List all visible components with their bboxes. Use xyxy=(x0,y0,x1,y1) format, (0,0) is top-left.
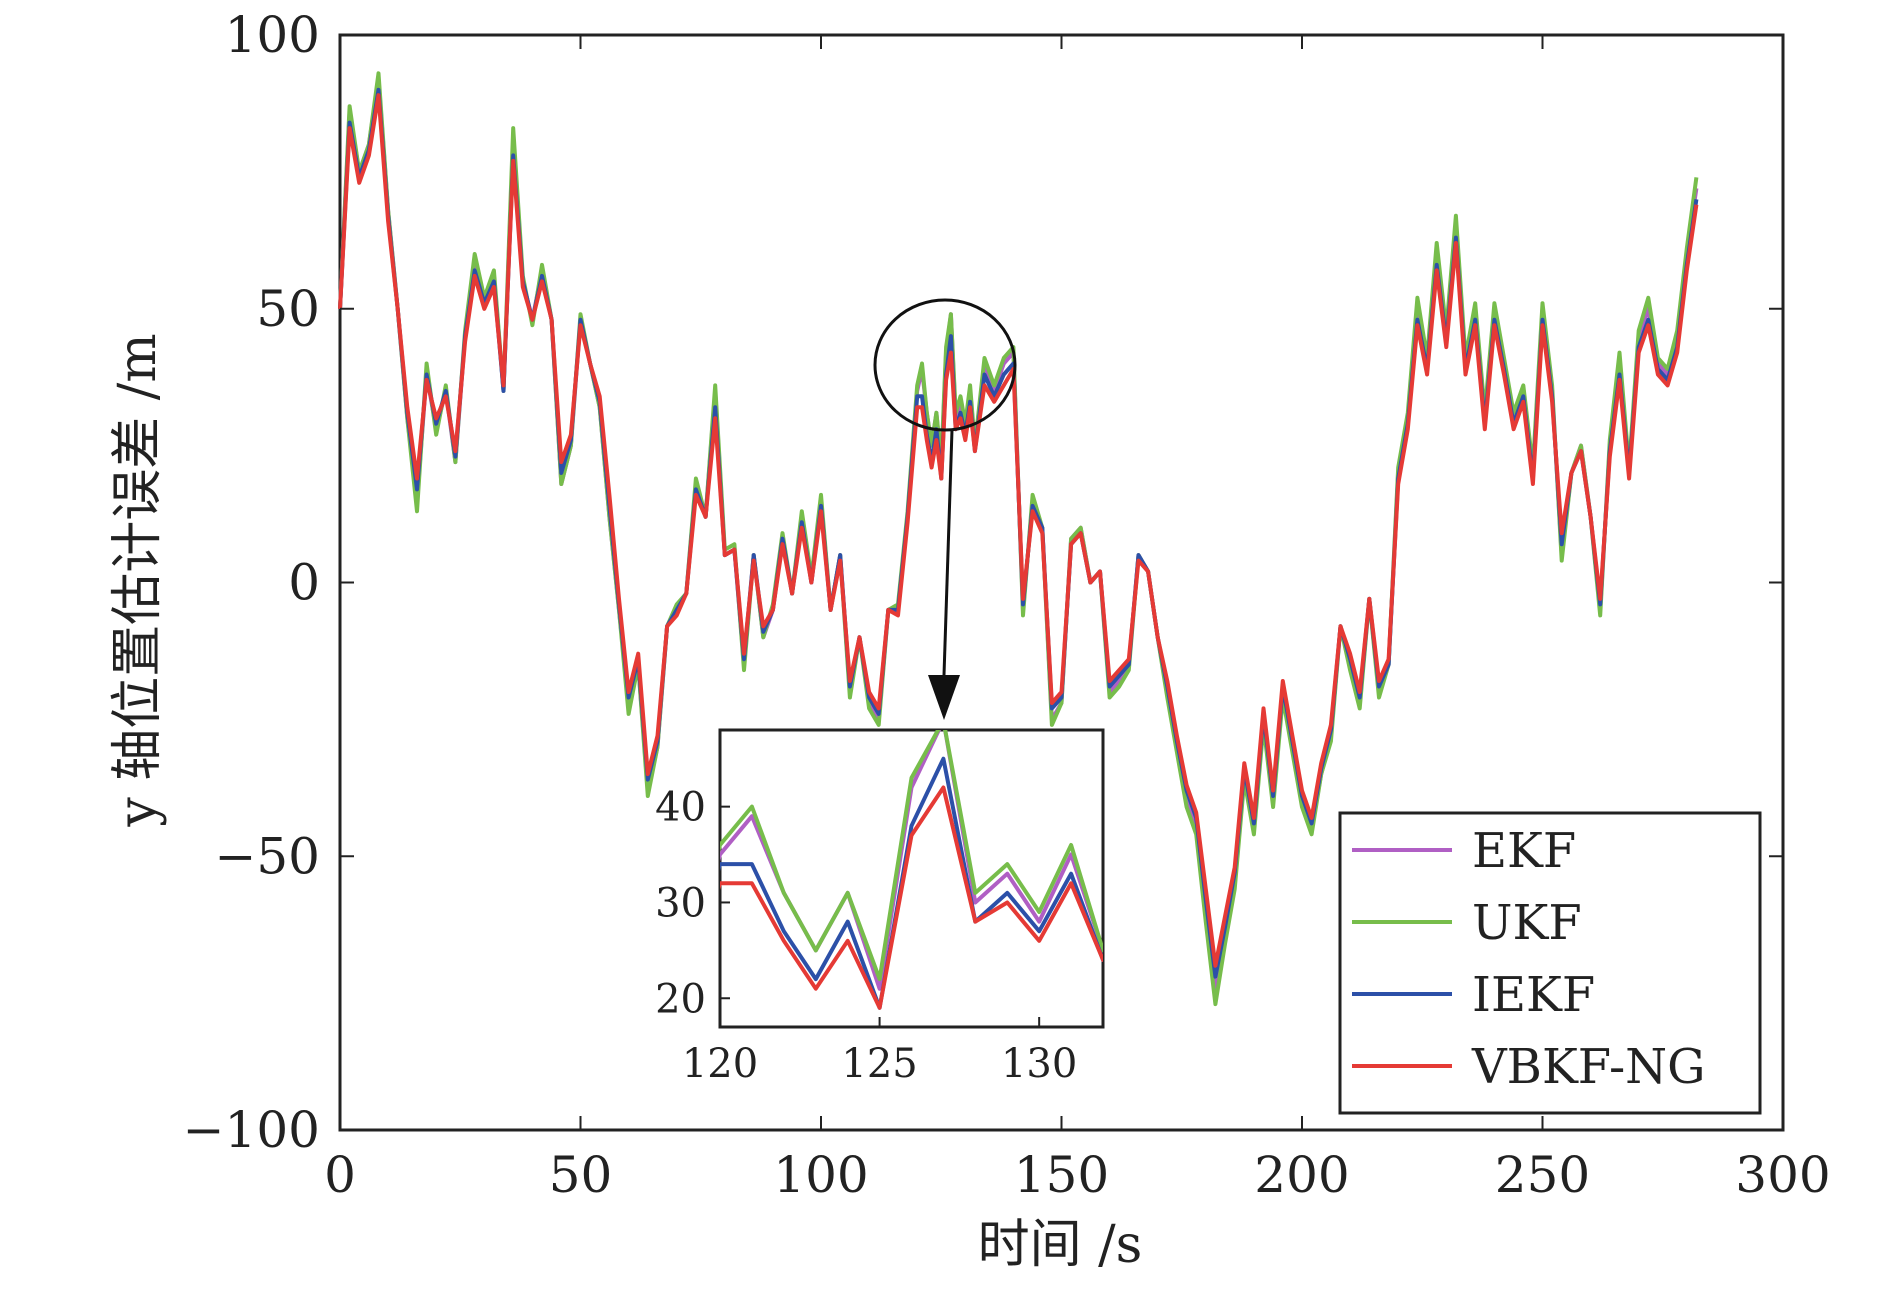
series-layer xyxy=(338,71,1699,1007)
y-tick-label: −50 xyxy=(214,827,320,885)
x-axis-label: 时间 /s xyxy=(978,1215,1143,1275)
y-tick-label: −100 xyxy=(183,1101,320,1159)
x-tick-label: 150 xyxy=(1014,1146,1109,1204)
legend-box xyxy=(1338,811,1762,1115)
y-axis-label: y 轴位置估计误差 /m xyxy=(108,333,168,827)
x-tick-label: 300 xyxy=(1735,1146,1830,1204)
zoom-arrowhead xyxy=(928,675,960,720)
y-tick-label: 50 xyxy=(256,280,320,338)
zoom-arrow xyxy=(942,429,954,676)
legend-label-vbkf-ng: VBKF-NG xyxy=(1471,1039,1706,1095)
inset-ticks: 120 125 130 40 30 20 xyxy=(655,785,1077,1087)
legend-label-iekf: IEKF xyxy=(1472,967,1595,1023)
series-line-vbkf-ng xyxy=(338,93,1699,968)
legend: EKF UKF IEKF VBKF-NG xyxy=(1352,823,1706,1095)
inset-x-tick-label: 125 xyxy=(841,1041,917,1087)
inset-y-tick-label: 20 xyxy=(655,976,706,1022)
x-tick-label: 0 xyxy=(324,1146,356,1204)
inset-series-line-ukf xyxy=(720,730,1103,982)
x-tick-label: 250 xyxy=(1495,1146,1590,1204)
x-tick-label: 100 xyxy=(773,1146,868,1204)
x-tick-label: 50 xyxy=(549,1146,613,1204)
x-tick-label: 200 xyxy=(1254,1146,1349,1204)
legend-label-ukf: UKF xyxy=(1472,895,1582,951)
inset-series-line-iekf xyxy=(720,756,1103,1010)
zoom-circle xyxy=(873,298,1017,432)
inset-y-tick-label: 30 xyxy=(655,880,706,926)
y-tick-label: 0 xyxy=(288,554,320,612)
legend-label-ekf: EKF xyxy=(1472,823,1576,879)
inset-x-tick-label: 120 xyxy=(682,1041,758,1087)
inset-y-tick-label: 40 xyxy=(655,785,706,831)
ticks-layer: 0 50 100 150 200 250 300 100 50 0 −50 −100 xyxy=(183,6,1831,1204)
y-tick-label: 100 xyxy=(225,6,320,64)
inset-series-line-vbkf-ng xyxy=(720,785,1103,1010)
inset-x-tick-label: 130 xyxy=(1001,1041,1077,1087)
inset-layer xyxy=(720,730,1103,1010)
